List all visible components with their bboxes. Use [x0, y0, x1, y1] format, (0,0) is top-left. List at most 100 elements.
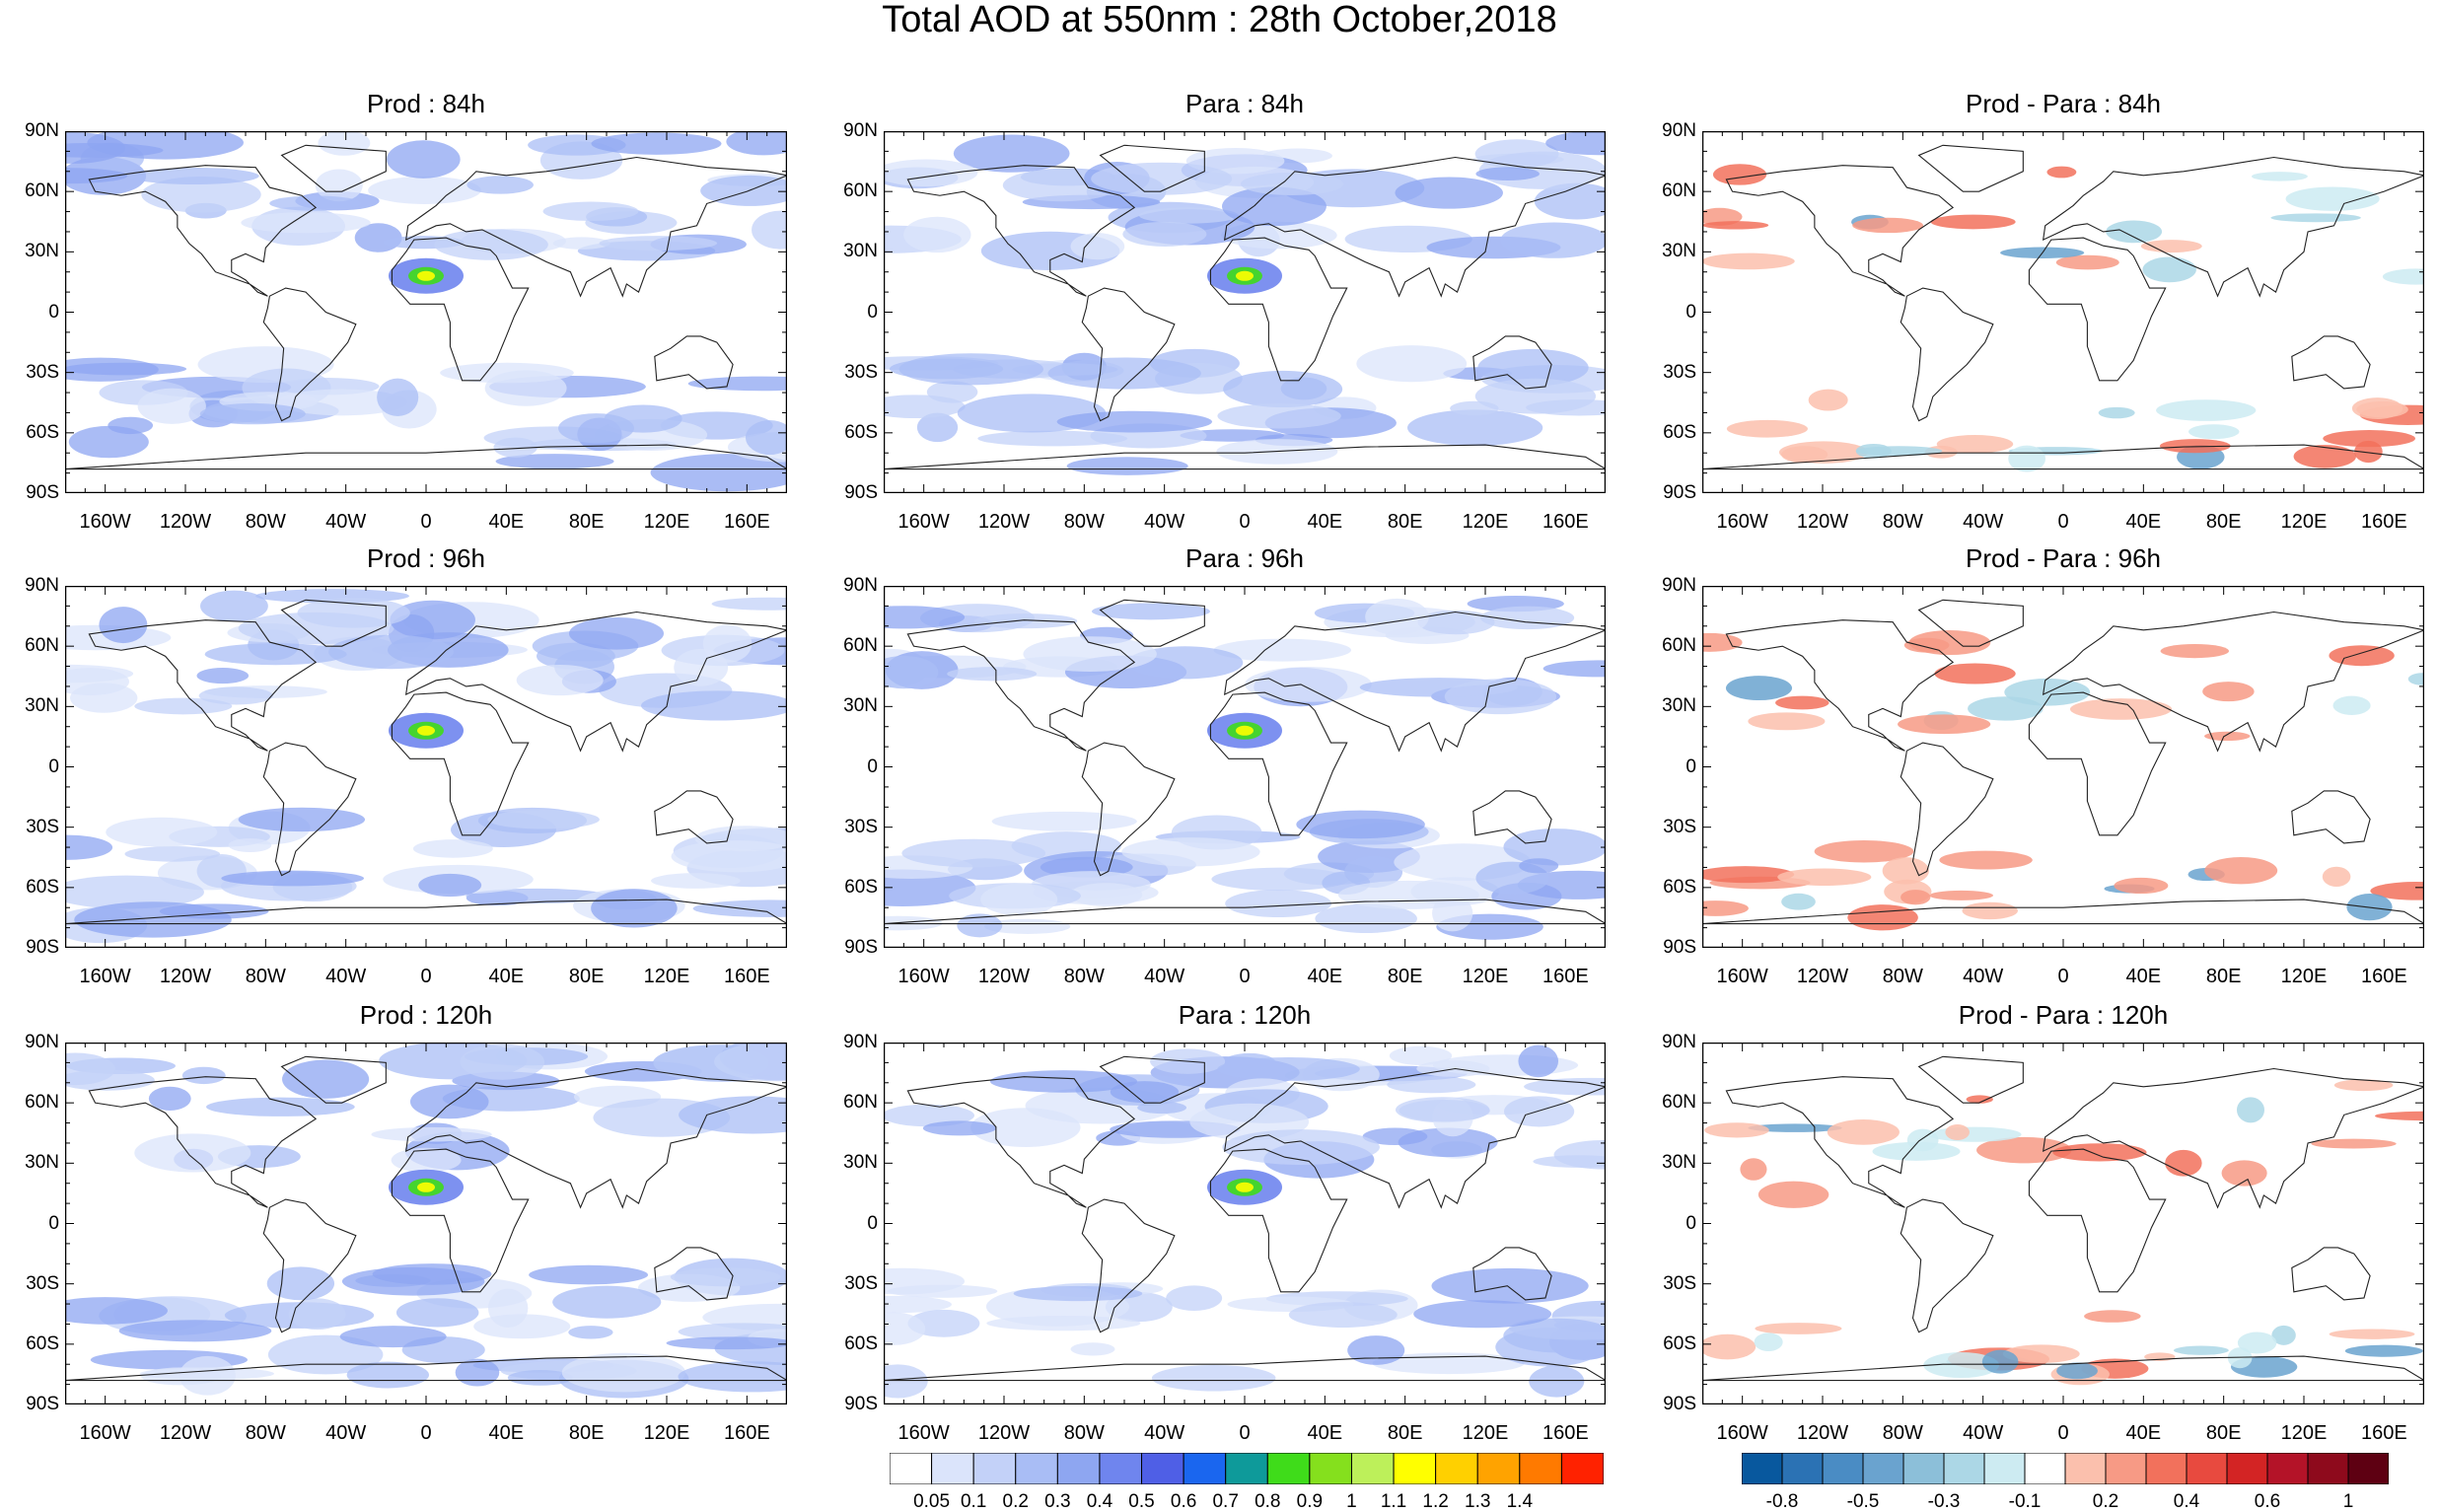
aerosol-plume	[1504, 1096, 1575, 1127]
coastline	[2028, 237, 2167, 382]
difference-anomaly	[1740, 1158, 1767, 1181]
aerosol-plume	[134, 1133, 251, 1173]
lat-tick-label: 30N	[1662, 241, 1696, 262]
aerosol-plume	[1296, 810, 1425, 839]
difference-anomaly	[1781, 446, 1829, 464]
coastline	[1900, 287, 1994, 422]
aerosol-plume	[674, 648, 729, 686]
lon-tick-label: 160E	[2360, 1422, 2407, 1444]
coastline	[1099, 1055, 1205, 1104]
aerosol-plume	[726, 131, 787, 156]
difference-anomaly	[2332, 695, 2371, 716]
aerosol-plume	[1347, 1335, 1405, 1365]
lat-tick-label: 0	[1686, 756, 1696, 777]
lat-tick-label: 60N	[843, 180, 878, 202]
difference-anomaly	[1945, 1123, 1970, 1140]
map-panel	[65, 131, 787, 493]
map-panel	[884, 1043, 1606, 1404]
lat-tick-label: 30N	[843, 695, 878, 717]
coastline	[280, 1055, 387, 1104]
aerosol-plume	[1545, 131, 1606, 156]
difference-anomaly	[2333, 1079, 2394, 1092]
coastline	[1702, 444, 2424, 470]
aerosol-plume	[328, 634, 454, 670]
aerosol-plume	[745, 420, 787, 456]
difference-anomaly	[1702, 900, 1749, 916]
aerosol-plume	[409, 1084, 489, 1119]
lon-tick-label: 120E	[1462, 511, 1509, 533]
coastline	[404, 156, 787, 298]
difference-anomaly	[1702, 252, 1795, 270]
map-panel	[1702, 131, 2424, 493]
coastline	[1917, 144, 2024, 192]
difference-anomaly	[2106, 220, 2163, 244]
difference-anomaly	[2407, 673, 2424, 685]
aerosol-plume	[916, 412, 959, 443]
difference-anomaly	[2084, 1310, 2141, 1323]
colorbar-label: 0.3	[1044, 1491, 1071, 1512]
map-frame	[1702, 586, 2424, 948]
lat-tick-label: 90S	[844, 1394, 878, 1414]
colorbar-swatch	[2145, 1452, 2188, 1485]
aerosol-plume	[65, 1297, 169, 1325]
aerosol-plume	[1091, 162, 1233, 195]
aerosol-plume	[687, 376, 787, 392]
aerosol-plume	[1475, 167, 1540, 180]
colorbar-label: 0.5	[1128, 1491, 1155, 1512]
aerosol-plume	[346, 1361, 430, 1389]
coastline	[2042, 156, 2424, 298]
lon-tick-label: 120W	[977, 966, 1031, 987]
difference-anomaly	[2375, 1111, 2424, 1121]
map-panel	[65, 1043, 787, 1404]
lon-tick-label: 120E	[2280, 1422, 2328, 1444]
aerosol-plume	[1315, 903, 1417, 934]
dust-hotspot	[417, 725, 435, 736]
aerosol-plume	[1413, 1300, 1552, 1329]
coastline	[1472, 790, 1552, 844]
map-frame	[884, 586, 1606, 948]
lat-tick-label: 30S	[1663, 1272, 1696, 1294]
aerosol-plume	[884, 1267, 966, 1295]
difference-anomaly	[1898, 714, 1991, 735]
difference-anomaly	[1927, 1126, 2022, 1142]
difference-anomaly	[2165, 1149, 2202, 1177]
difference-anomaly	[2159, 439, 2231, 454]
difference-anomaly	[1929, 890, 1993, 900]
map-panel	[1702, 586, 2424, 948]
aerosol-plume	[678, 1361, 787, 1393]
lon-tick-label: 120E	[2280, 511, 2328, 533]
colorbar-swatch	[1560, 1452, 1605, 1485]
difference-anomaly	[1934, 663, 2016, 684]
colorbar-label: -0.1	[2008, 1491, 2042, 1512]
lon-tick-label: 80W	[1063, 966, 1105, 987]
map-panel	[884, 131, 1606, 493]
difference-anomaly	[2008, 445, 2045, 472]
lat-tick-label: 90S	[26, 937, 59, 958]
difference-anomaly	[2271, 1325, 2296, 1345]
aerosol-plume	[1288, 1302, 1398, 1329]
colorbar-swatch	[972, 1452, 1017, 1485]
difference-anomaly	[1754, 1332, 1783, 1352]
lat-tick-label: 90S	[1663, 1394, 1696, 1414]
coastline	[1209, 1148, 1348, 1293]
colorbar-label: 0.2	[2092, 1491, 2119, 1512]
lon-tick-label: 120W	[159, 966, 212, 987]
aerosol-plume	[991, 811, 1137, 831]
lat-tick-label: 30N	[843, 1152, 878, 1174]
aerosol-plume	[1519, 858, 1559, 874]
lon-tick-label: 160W	[79, 511, 131, 533]
difference-anomaly	[1726, 419, 1808, 438]
lat-tick-label: 30S	[844, 1272, 878, 1294]
lon-tick-label: 160W	[1716, 966, 1768, 987]
aerosol-plume	[1395, 177, 1503, 209]
colorbar-label: 1.3	[1465, 1491, 1491, 1512]
aerosol-plume	[884, 655, 939, 689]
lon-tick-label: 0	[420, 1422, 432, 1444]
aerosol-plume	[1280, 377, 1327, 400]
aerosol-plume	[884, 395, 966, 419]
coastline	[2042, 611, 2424, 753]
aerosol-plume	[266, 1266, 335, 1301]
lon-tick-label: 0	[1239, 1422, 1251, 1444]
colorbar-label: 0.4	[1086, 1491, 1113, 1512]
aerosol-plume	[711, 597, 787, 611]
